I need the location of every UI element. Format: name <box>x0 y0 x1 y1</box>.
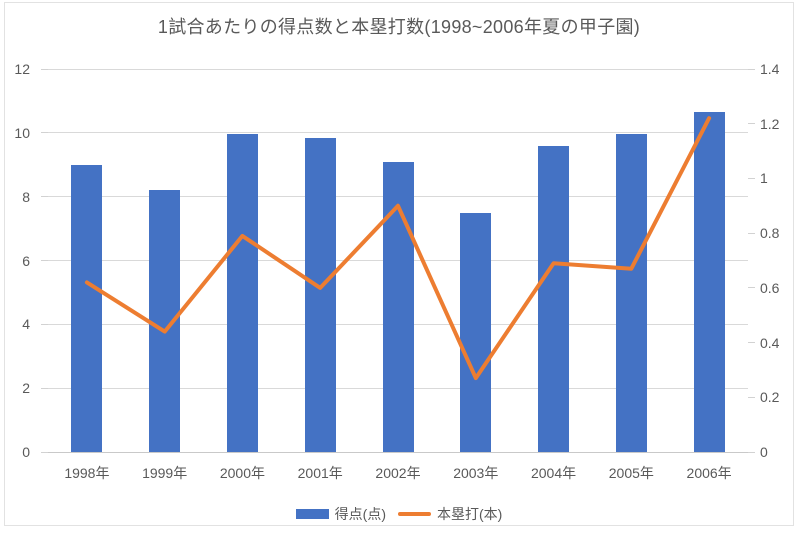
bar-2004年 <box>538 145 570 452</box>
y-axis-left-tick <box>41 451 48 453</box>
legend-label: 得点(点) <box>334 506 386 522</box>
legend-label: 本塁打(本) <box>437 506 503 522</box>
y-axis-left-tick <box>41 68 48 70</box>
bar-swatch-icon <box>295 509 329 519</box>
y-axis-right-tick <box>748 287 755 289</box>
y-axis-right-label: 0 <box>760 444 768 460</box>
y-axis-right-tick <box>748 232 755 234</box>
y-axis-left-tick <box>41 323 48 325</box>
x-axis-label: 2004年 <box>530 465 577 481</box>
bar-2001年 <box>304 137 336 452</box>
bar-1998年 <box>71 164 103 452</box>
y-axis-left-tick <box>41 196 48 198</box>
chart-title: 1試合あたりの得点数と本塁打数(1998~2006年夏の甲子園) <box>157 17 641 37</box>
y-axis-right-tick <box>748 451 755 453</box>
y-axis-right-tick <box>748 123 755 125</box>
x-axis-label: 2000年 <box>219 465 266 481</box>
y-axis-left-label: 10 <box>14 124 30 141</box>
y-axis-left-label: 4 <box>22 316 30 333</box>
bar-2006年 <box>693 112 725 452</box>
x-axis-label: 2002年 <box>375 465 421 481</box>
legend-item-score: 得点(点) <box>295 504 386 524</box>
x-axis-label: 1999年 <box>142 465 188 481</box>
y-axis-right-label: 0.8 <box>760 225 780 242</box>
homerun-line-series <box>84 116 712 381</box>
y-axis-left-label: 8 <box>22 188 30 205</box>
y-axis-right-label: 1.4 <box>760 61 780 77</box>
legend-item-homerun: 本塁打(本) <box>398 504 502 524</box>
y-axis-right-label: 0.2 <box>760 389 780 406</box>
y-axis-left-label: 6 <box>22 252 30 269</box>
x-axis-label: 2005年 <box>608 465 654 481</box>
bar-2005年 <box>615 134 647 452</box>
y-axis-right-label: 1.2 <box>760 115 780 132</box>
x-axis-label: 2006年 <box>686 465 732 481</box>
x-axis-label: 2003年 <box>453 465 499 481</box>
x-axis-line <box>42 452 754 453</box>
y-axis-left-label: 2 <box>22 380 30 397</box>
y-axis-right-tick <box>748 68 755 70</box>
y-axis-left-tick <box>41 132 48 134</box>
y-axis-right-label: 0.4 <box>760 334 780 351</box>
y-axis-left-tick <box>41 260 48 261</box>
y-axis-right-tick <box>748 342 755 344</box>
bar-2000年 <box>226 134 258 452</box>
plot-area: 0 2 4 6 8 10 12 0 0.2 0.4 0.6 0.8 1 1.2 1.4 1998年 1999年 2… <box>14 61 779 481</box>
chart-frame: 1試合あたりの得点数と本塁打数(1998~2006年夏の甲子園) 0 2 4 6 8 10… <box>4 2 794 526</box>
y-axis-left-tick <box>41 387 48 389</box>
line-swatch-icon <box>398 512 431 516</box>
y-axis-left-label: 12 <box>14 61 30 77</box>
gridline <box>48 132 748 134</box>
y-axis-right-label: 1 <box>760 170 768 187</box>
bar-2003年 <box>460 212 492 452</box>
y-axis-right-label: 0.6 <box>760 279 780 296</box>
y-axis-right-tick <box>748 177 755 179</box>
legend: 得点(点) 本塁打(本) <box>5 504 793 524</box>
y-axis-right-tick <box>748 396 755 398</box>
gridline <box>48 68 748 70</box>
y-axis-left-label: 0 <box>22 444 30 460</box>
x-axis-label: 2001年 <box>297 465 343 481</box>
x-axis-label: 1998年 <box>64 465 110 481</box>
